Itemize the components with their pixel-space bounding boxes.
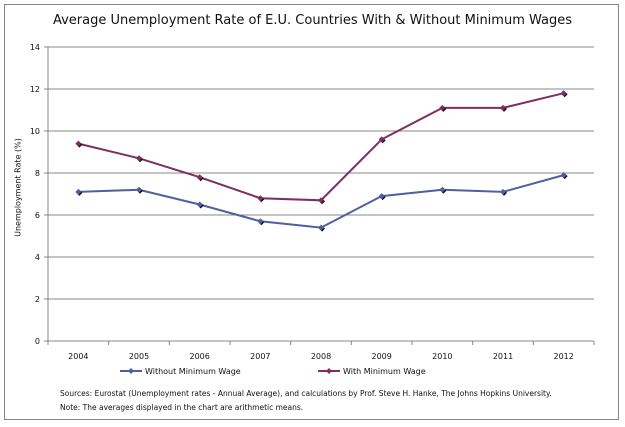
legend-label: With Minimum Wage [343,367,426,376]
data-point [196,201,203,208]
data-point [560,90,567,97]
legend-marker [326,368,332,374]
data-point [318,224,324,231]
data-point [196,174,203,181]
data-point [136,155,142,162]
x-tick-label: 2009 [371,352,391,361]
y-tick-label: 14 [30,43,40,52]
x-tick-label: 2007 [250,352,270,361]
x-tick-label: 2010 [432,352,452,361]
means-note: Note: The averages displayed in the char… [60,403,304,412]
legend-label: Without Minimum Wage [145,367,241,376]
data-point [257,195,264,202]
y-tick-label: 6 [35,211,40,220]
data-point [439,186,446,193]
x-tick-label: 2006 [189,352,209,361]
y-tick-label: 8 [35,169,40,178]
data-point [257,218,264,225]
data-point [136,186,142,193]
data-point [560,172,567,179]
sources-note: Sources: Eurostat (Unemployment rates - … [60,389,552,398]
series-line-with [78,92,564,202]
chart-border [4,4,619,420]
y-tick-label: 0 [35,337,40,346]
data-point [500,104,506,111]
x-tick-label: 2004 [68,352,88,361]
x-tick-label: 2008 [311,352,331,361]
data-point [439,104,446,111]
y-tick-label: 2 [35,295,40,304]
data-point [318,197,324,204]
x-tick-label: 2012 [553,352,573,361]
data-point [75,188,82,195]
data-point [378,136,385,143]
data-point [378,193,385,200]
x-tick-label: 2011 [493,352,513,361]
x-tick-label: 2005 [129,352,149,361]
chart-title: Average Unemployment Rate of E.U. Countr… [52,13,573,28]
data-point [75,140,82,147]
legend-marker [128,368,134,374]
y-tick-label: 4 [35,253,40,262]
y-tick-label: 12 [30,85,40,94]
y-tick-label: 10 [30,127,40,136]
data-point [500,188,506,195]
